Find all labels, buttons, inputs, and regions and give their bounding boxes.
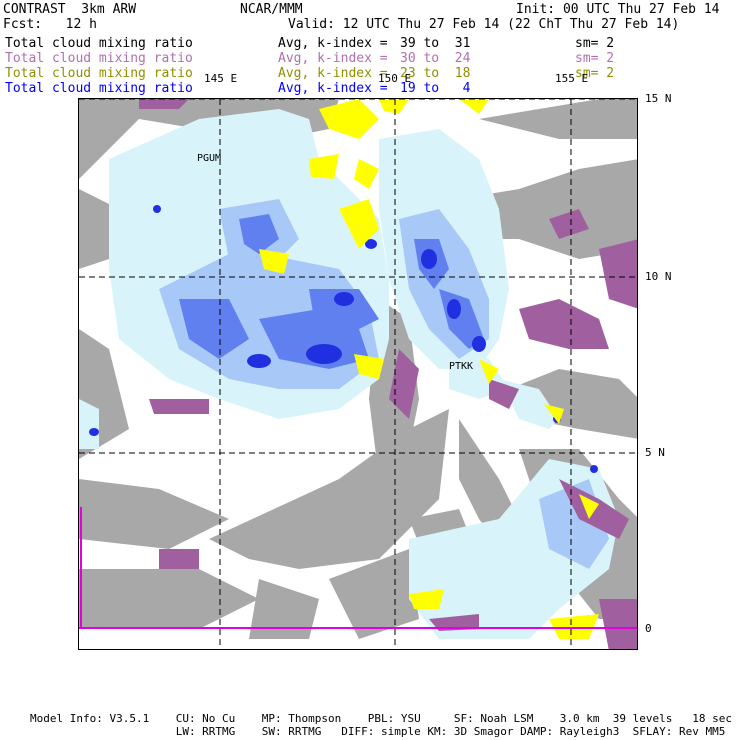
station-pgum: PGUM [197,153,222,164]
lat-label-15n: 15 N [645,92,672,105]
model-title: CONTRAST 3km ARW [3,2,137,17]
legend-row-3-sm: sm= 2 [575,66,615,81]
yellow-cloud-layer [259,99,599,639]
station-ptkk: PTKK [449,361,474,372]
deepblue-cloud-layer [89,205,598,473]
org-title: NCAR/MMM [240,2,303,17]
legend-row-2-field: Total cloud mixing ratio [5,51,193,66]
forecast-hour: Fcst: 12 h [3,17,97,32]
lon-label-145: 145 E [204,72,238,85]
legend-row-4-avg: Avg, k-index = [278,81,388,96]
model-info-line-1: Model Info: V3.5.1 CU: No Cu MP: Thompso… [30,712,732,725]
lon-label-155: 155 E [555,72,589,85]
grid-lines [79,99,637,649]
legend-row-2-avg: Avg, k-index = [278,51,388,66]
legend-row-3-field: Total cloud mixing ratio [5,66,193,81]
legend-row-2-range: 30 to 24 [400,51,471,66]
legend-row-1-field: Total cloud mixing ratio [5,36,193,51]
cloud-field-map [79,99,637,649]
legend-row-1-range: 39 to 31 [400,36,471,51]
purple-cloud-layer [139,99,637,649]
legend-row-1-sm: sm= 2 [575,36,615,51]
lat-label-0: 0 [645,622,652,635]
init-time: Init: 00 UTC Thu 27 Feb 14 [516,2,720,17]
legend-row-3-avg: Avg, k-index = [278,66,388,81]
legend-row-1-avg: Avg, k-index = [278,36,388,51]
model-info-line-2: LW: RRTMG SW: RRTMG DIFF: simple KM: 3D … [30,725,726,738]
lat-label-10n: 10 N [645,270,672,283]
legend-row-3-range: 23 to 18 [400,66,471,81]
map-panel: PGUM PTKK [78,98,638,650]
legend-row-4-range: 19 to 4 [400,81,471,96]
legend-row-2-sm: sm= 2 [575,51,615,66]
valid-time: Valid: 12 UTC Thu 27 Feb 14 (22 ChT Thu … [288,17,680,32]
lat-label-5n: 5 N [645,446,665,459]
lon-label-150: 150 E [378,72,412,85]
legend-row-4-field: Total cloud mixing ratio [5,81,193,96]
